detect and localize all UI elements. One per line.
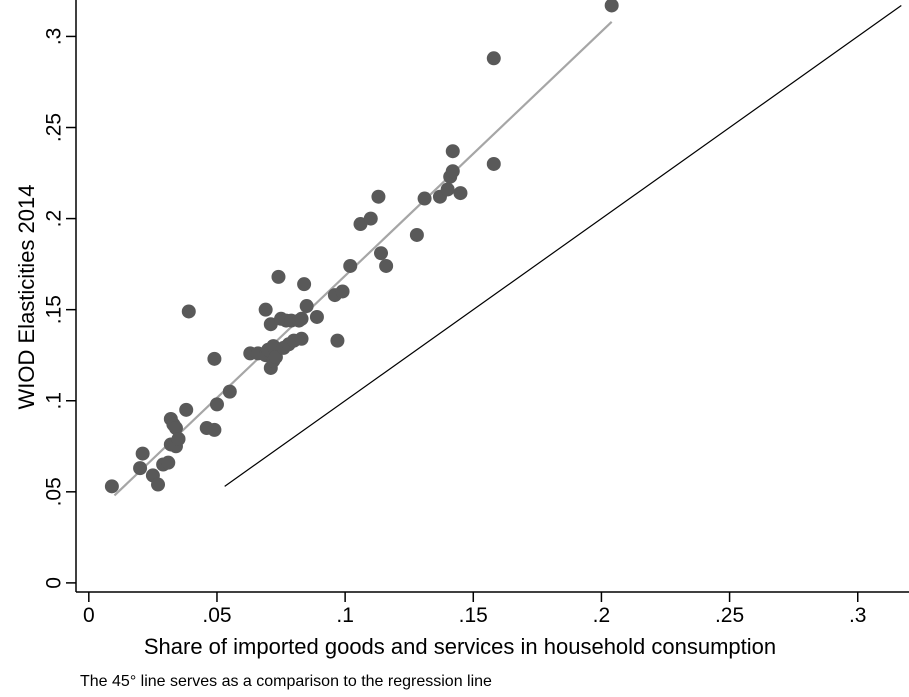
data-point [181, 304, 196, 319]
data-point [299, 299, 314, 314]
data-point [486, 156, 501, 171]
y-tick-label: .05 [42, 477, 65, 506]
data-point [335, 284, 350, 299]
data-point [294, 311, 309, 326]
data-point [309, 309, 324, 324]
data-point [294, 331, 309, 346]
data-points [104, 0, 619, 494]
x-tick-label: 0 [83, 604, 95, 627]
y-tick-label: 0 [42, 577, 65, 589]
data-point [133, 461, 148, 476]
data-point [417, 191, 432, 206]
data-point [374, 246, 389, 261]
fit-lines [113, 4, 902, 497]
data-point [209, 397, 224, 412]
regression-line [113, 21, 613, 497]
data-point [371, 189, 386, 204]
data-point [440, 182, 455, 197]
y-tick-label: .2 [42, 210, 65, 228]
data-point [379, 258, 394, 273]
data-point [445, 144, 460, 159]
x-axis-title: Share of imported goods and services in … [144, 634, 776, 659]
data-point [263, 317, 278, 332]
data-point [453, 186, 468, 201]
y-axis-title: WIOD Elasticities 2014 [14, 185, 39, 410]
data-point [271, 269, 286, 284]
data-point [179, 402, 194, 417]
data-point [104, 479, 119, 494]
data-point [207, 422, 222, 437]
data-point [171, 431, 186, 446]
x-tick-label: .1 [336, 604, 354, 627]
data-point [330, 333, 345, 348]
x-tick-label: .15 [459, 604, 488, 627]
data-point [409, 227, 424, 242]
data-point [343, 258, 358, 273]
data-point [353, 217, 368, 232]
data-point [604, 0, 619, 13]
y-tick-label: .15 [42, 295, 65, 324]
data-point [258, 302, 273, 317]
data-point [168, 421, 183, 436]
x-axis-ticks: 0 .05 .1 .15 .2 .25 .3 [83, 592, 867, 627]
x-tick-label: .25 [715, 604, 744, 627]
x-tick-label: .05 [202, 604, 231, 627]
y-axis-ticks: 0 .05 .1 .15 .2 .25 .3 [42, 28, 76, 589]
data-point [222, 384, 237, 399]
data-point [161, 455, 176, 470]
chart-note: The 45° line serves as a comparison to t… [80, 673, 492, 690]
y-tick-label: .3 [42, 28, 65, 46]
data-point [445, 164, 460, 179]
data-point [135, 446, 150, 461]
axes [75, 0, 909, 593]
x-tick-label: .3 [849, 604, 867, 627]
data-point [297, 277, 312, 292]
data-point [486, 51, 501, 66]
x-tick-label: .2 [593, 604, 611, 627]
data-point [363, 211, 378, 226]
data-point [207, 351, 222, 366]
reference-line-45 [224, 4, 902, 487]
data-point [151, 477, 166, 492]
y-tick-label: .25 [42, 113, 65, 142]
y-tick-label: .1 [42, 392, 65, 410]
